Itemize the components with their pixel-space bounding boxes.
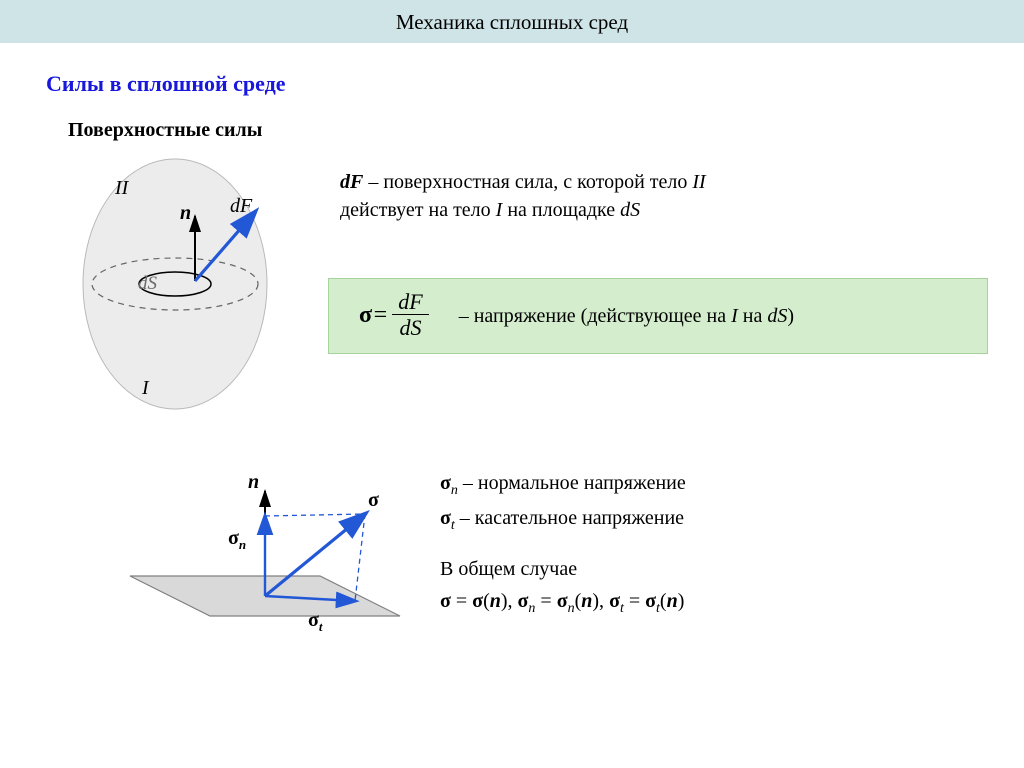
r-i: σ [557,590,568,612]
label-n: n [180,202,191,224]
sym-II: II [692,171,705,193]
formula-box: σ = dF dS – напряжение (действующее на I… [328,278,988,354]
lbl-sigma: σ [368,489,379,511]
title-text: Механика сплошных сред [396,10,628,34]
dash-horiz [265,514,365,516]
frac-num: dF [398,289,422,314]
sigma-sym: σ [359,302,372,329]
formula-sigma: σ = dF dS [359,290,433,342]
label-dF: dF [230,195,253,217]
fdesc-3: ) [787,305,794,327]
line-sigma-n: σn – нормальное напряжение [440,468,686,501]
row-1: II I n dF dS dF – поверхностная сила, с … [0,160,1024,420]
r-k: n [581,590,592,612]
sub-sn: n [451,483,458,498]
fraction: dF dS [392,290,428,342]
r-e: n [490,590,501,612]
fdesc-1: – напряжение (действующее на [459,305,731,327]
formula-desc: – напряжение (действующее на I на dS) [459,305,794,328]
line-sigma-t: σt – касательное напряжение [440,503,686,536]
r-n: = [624,590,645,612]
label-dS: dS [138,273,158,294]
label-I: I [141,377,150,399]
lbl-sigma-n: σn [228,527,246,552]
line-relations: σ = σ(n), σn = σn(n), σt = σt(n) [440,586,686,619]
r-o: σ [645,590,656,612]
sym-dS-inline: dS [620,199,640,221]
sym-st: σ [440,507,451,529]
r-q: n [667,590,678,612]
sym-dF: dF [340,171,363,193]
frac-den: dS [399,315,421,340]
lbl-n-2: n [248,471,259,493]
r-g: σ [518,590,529,612]
eq-sym: = [372,302,388,329]
desc1-mid: – поверхностная сила, с которой тело [363,171,692,193]
desc-surface-force: dF – поверхностная сила, с которой тело … [340,168,980,224]
r-is: n [568,601,575,616]
r-l: ), [592,590,609,612]
subheading-text: Поверхностные силы [68,119,262,141]
line-general: В общем случае [440,554,686,584]
desc-stress-components: σn – нормальное напряжение σt – касатель… [440,468,686,621]
r-f: ), [501,590,518,612]
row-2: n σ σn σt σn – нормальное напряжение σt … [0,460,1024,660]
desc1-l2a: действует на тело [340,199,496,221]
r-h: = [535,590,556,612]
section-heading: Силы в сплошной среде [46,71,1024,97]
fdesc-2: на [738,305,768,327]
txt-sn: – нормальное напряжение [458,472,686,494]
r-r: ) [678,590,685,612]
diagram-ellipse: II I n dF dS [30,154,330,424]
r-d: ( [483,590,490,612]
subheading: Поверхностные силы [68,119,1024,142]
fdesc-dS: dS [767,305,787,327]
label-II: II [114,177,130,199]
r-c: σ [472,590,483,612]
r-a: σ [440,590,451,612]
sym-sn: σ [440,472,451,494]
txt-st: – касательное напряжение [455,507,684,529]
r-m: σ [609,590,620,612]
dash-vert [355,514,365,601]
fdesc-I: I [731,305,738,327]
section-heading-text: Силы в сплошной среде [46,71,286,96]
r-b: = [451,590,472,612]
title-bar: Механика сплошных сред [0,0,1024,43]
r-p: ( [660,590,667,612]
diagram-plane: n σ σn σt [90,456,450,646]
desc1-l2b: на площадке [502,199,620,221]
